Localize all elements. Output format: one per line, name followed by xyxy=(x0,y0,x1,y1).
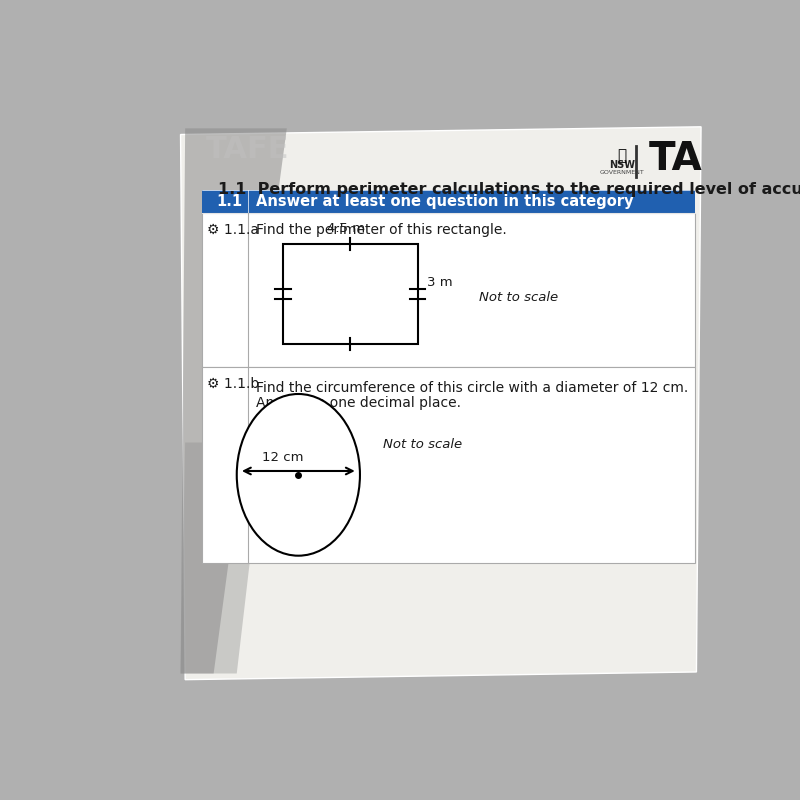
Text: TA: TA xyxy=(649,140,702,178)
Text: Find the perimeter of this rectangle.: Find the perimeter of this rectangle. xyxy=(256,223,506,237)
Text: 1.1  Perform perimeter calculations to the required level of accuracy: 1.1 Perform perimeter calculations to th… xyxy=(218,182,800,198)
Text: Find the circumference of this circle with a diameter of 12 cm.: Find the circumference of this circle wi… xyxy=(256,381,688,395)
Polygon shape xyxy=(181,442,264,674)
Text: Not to scale: Not to scale xyxy=(383,438,462,450)
Polygon shape xyxy=(181,126,701,680)
Text: 🌸: 🌸 xyxy=(617,149,626,163)
Bar xyxy=(283,244,418,344)
Text: 4.5 m: 4.5 m xyxy=(327,222,366,234)
Text: GOVERNMENT: GOVERNMENT xyxy=(599,170,644,175)
Text: ⚙ 1.1.b: ⚙ 1.1.b xyxy=(206,377,259,391)
Bar xyxy=(202,190,695,213)
Text: Answer to one decimal place.: Answer to one decimal place. xyxy=(256,396,461,410)
Text: 3 m: 3 m xyxy=(427,276,453,289)
Text: Not to scale: Not to scale xyxy=(479,291,558,304)
Polygon shape xyxy=(181,128,287,674)
Bar xyxy=(202,367,695,563)
Text: ⚙ 1.1.a: ⚙ 1.1.a xyxy=(206,223,258,237)
Text: NSW: NSW xyxy=(609,160,634,170)
Ellipse shape xyxy=(237,394,360,556)
Text: TAFE: TAFE xyxy=(206,135,290,164)
Text: Answer at least one question in this category: Answer at least one question in this cat… xyxy=(256,194,634,209)
Text: 1.1: 1.1 xyxy=(216,194,242,209)
Bar xyxy=(202,213,695,367)
Text: 12 cm: 12 cm xyxy=(262,450,304,464)
